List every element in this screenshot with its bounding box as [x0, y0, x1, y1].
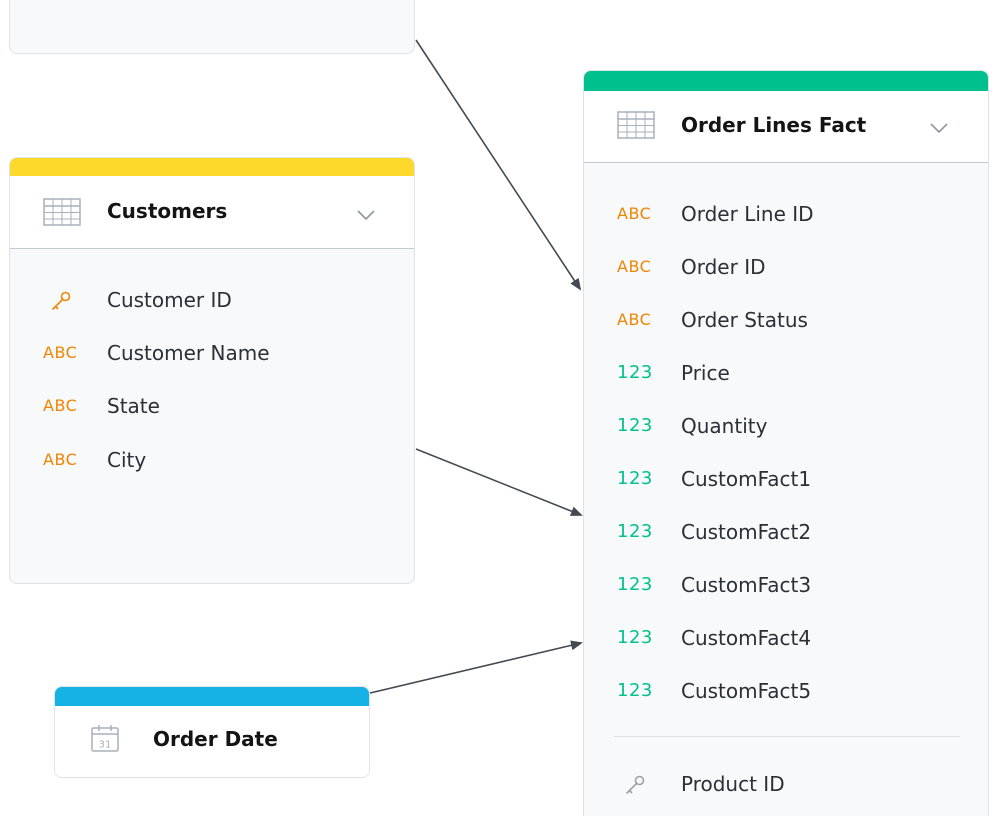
attribute-type-label: ABC [617, 257, 652, 276]
chevron-down-icon[interactable] [357, 206, 375, 225]
fact-type-label: 123 [617, 521, 653, 542]
dataset-card-partial[interactable] [9, 0, 415, 54]
field-row[interactable]: 123 Price [584, 355, 988, 391]
field-label: Price [681, 361, 730, 385]
order-lines-header[interactable]: Order Lines Fact [584, 91, 988, 163]
field-label: Customer Name [107, 341, 270, 365]
order-date-color-bar [55, 687, 369, 706]
field-row[interactable]: ABC Order Status [584, 302, 988, 338]
fact-type-label: 123 [617, 415, 653, 436]
field-label: CustomFact1 [681, 467, 812, 491]
field-row[interactable]: Customer ID [10, 282, 414, 318]
attribute-type-label: ABC [617, 204, 652, 223]
field-row[interactable]: 123 CustomFact4 [584, 620, 988, 656]
field-label: City [107, 448, 147, 472]
field-row[interactable]: ABC Order Line ID [584, 196, 988, 232]
customers-dataset-card[interactable]: Customers Customer ID ABC Customer Name [9, 157, 415, 584]
field-row[interactable]: ABC Order ID [584, 249, 988, 285]
field-label: CustomFact4 [681, 626, 812, 650]
order-date-header[interactable]: 31 Order Date [55, 706, 369, 777]
field-label: CustomFact3 [681, 573, 812, 597]
field-row[interactable]: 123 CustomFact3 [584, 567, 988, 603]
reference-row[interactable]: Product ID [584, 766, 988, 802]
customers-header[interactable]: Customers [10, 176, 414, 249]
field-row[interactable]: 123 CustomFact1 [584, 461, 988, 497]
order-date-dataset-card[interactable]: 31 Order Date [54, 686, 370, 778]
table-icon [43, 198, 81, 230]
field-row[interactable]: 123 Quantity [584, 408, 988, 444]
attribute-type-label: ABC [617, 310, 652, 329]
field-row[interactable]: ABC Customer Name [10, 335, 414, 371]
field-row[interactable]: 123 CustomFact2 [584, 514, 988, 550]
field-label: Product ID [681, 772, 785, 796]
key-icon [624, 774, 646, 800]
references-divider [614, 736, 960, 737]
order-lines-title: Order Lines Fact [681, 113, 867, 137]
connector-top-to-order-lines[interactable] [415, 39, 582, 291]
calendar-day: 31 [99, 740, 112, 751]
connector-order-date-to-order-lines[interactable] [369, 640, 583, 694]
field-label: Order Status [681, 308, 808, 332]
fact-type-label: 123 [617, 627, 653, 648]
calendar-icon: 31 [90, 723, 120, 757]
order-date-title: Order Date [153, 727, 278, 751]
field-label: CustomFact5 [681, 679, 812, 703]
field-row[interactable]: ABC State [10, 388, 414, 424]
field-label: Order ID [681, 255, 766, 279]
table-icon [617, 111, 655, 143]
fact-type-label: 123 [617, 680, 653, 701]
order-lines-dataset-card[interactable]: Order Lines Fact ABC Order Line ID ABC O… [583, 70, 989, 816]
field-label: State [107, 394, 160, 418]
field-label: Order Line ID [681, 202, 814, 226]
chevron-down-icon[interactable] [930, 119, 948, 138]
customers-color-bar [10, 158, 414, 176]
field-label: Quantity [681, 414, 768, 438]
fact-type-label: 123 [617, 574, 653, 595]
field-row[interactable]: ABC City [10, 442, 414, 478]
fact-type-label: 123 [617, 468, 653, 489]
customers-title: Customers [107, 199, 228, 223]
attribute-type-label: ABC [43, 343, 78, 362]
attribute-type-label: ABC [43, 450, 78, 469]
field-label: Customer ID [107, 288, 232, 312]
connector-customers-to-order-lines[interactable] [415, 448, 583, 516]
order-lines-color-bar [584, 71, 988, 91]
field-label: CustomFact2 [681, 520, 812, 544]
key-icon [50, 290, 72, 316]
field-row[interactable]: 123 CustomFact5 [584, 673, 988, 709]
fact-type-label: 123 [617, 362, 653, 383]
attribute-type-label: ABC [43, 396, 78, 415]
